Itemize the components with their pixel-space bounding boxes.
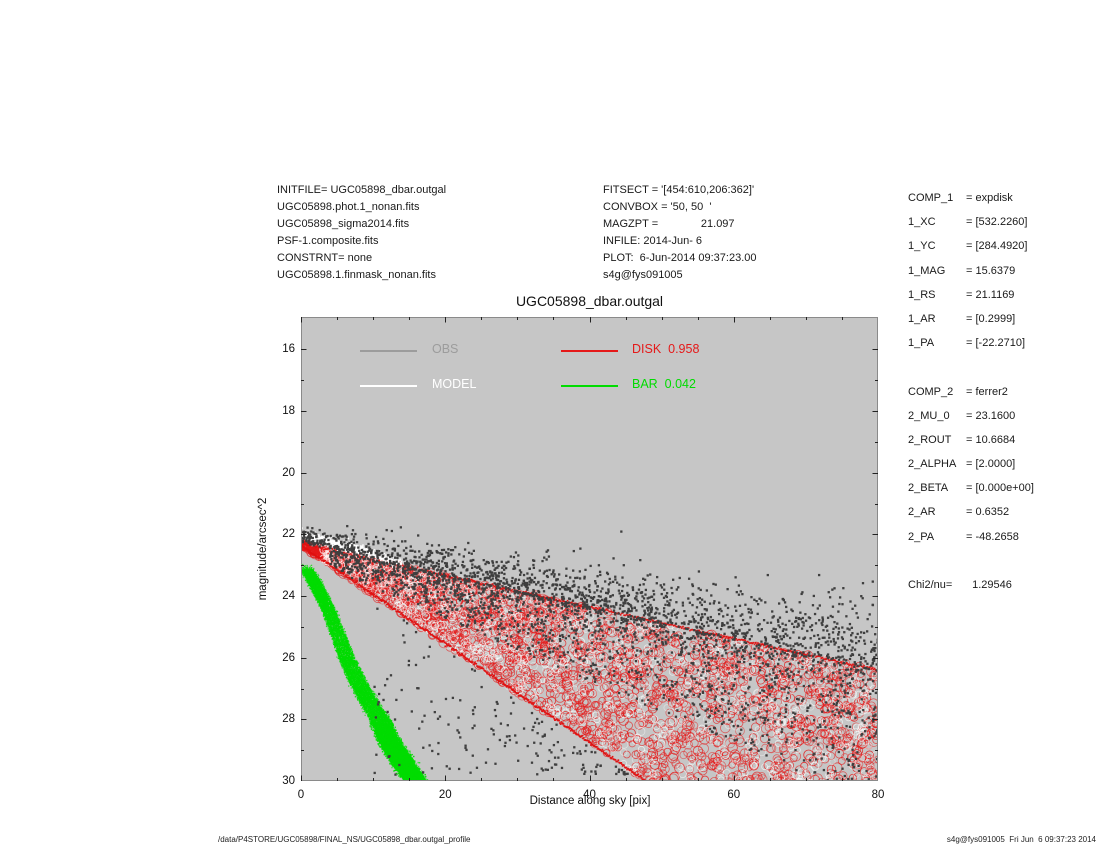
fit-param-value: = [532.2260] — [966, 216, 1028, 229]
fit-param-row: COMP_2 = ferrer2 — [908, 380, 1034, 404]
fit-param-row: 2_ROUT = 10.6684 — [908, 428, 1034, 452]
footer-path: /data/P4STORE/UGC05898/FINAL_NS/UGC05898… — [218, 835, 471, 844]
y-tick-label: 24 — [282, 590, 295, 603]
fit-param-label: COMP_1 — [908, 192, 954, 204]
fit-param-spacer — [908, 549, 1034, 573]
fit-param-value: = [-22.2710] — [966, 337, 1026, 350]
fit-param-row: Chi2/nu= 1.29546 — [908, 573, 1034, 597]
fit-param-row: 2_PA = -48.2658 — [908, 525, 1034, 549]
legend-label-model: MODEL — [432, 377, 477, 391]
file-info-line: UGC05898_sigma2014.fits — [277, 218, 410, 230]
y-tick-label: 22 — [282, 528, 295, 541]
fit-param-value: = ferrer2 — [966, 385, 1008, 398]
fit-param-label: 1_AR — [908, 312, 936, 325]
profile-plot-canvas — [301, 317, 878, 781]
fit-param-label: 2_MU_0 — [908, 409, 950, 422]
fit-param-value: = [2.0000] — [966, 458, 1016, 471]
fit-param-label: 2_BETA — [908, 482, 949, 495]
fit-param-label: 1_YC — [908, 240, 936, 253]
fit-param-value: = 10.6684 — [966, 433, 1016, 446]
file-info-block: INITFILE= UGC05898_dbar.outgal UGC05898.p… — [277, 182, 446, 284]
fit-param-row: 1_MAG = 15.6379 — [908, 259, 1034, 283]
y-tick-label: 26 — [282, 651, 295, 664]
file-info-line: UGC05898.phot.1_nonan.fits — [277, 201, 420, 213]
fit-param-value: = 15.6379 — [966, 264, 1016, 277]
legend-label-bar: BAR 0.042 — [632, 377, 696, 391]
fit-params-panel: COMP_1 = expdisk 1_XC = [532.2260] 1_YC = [28… — [908, 186, 1034, 597]
x-tick-label: 0 — [297, 789, 305, 801]
fit-info-line: MAGZPT = 21.097 — [603, 218, 735, 230]
fit-param-value: = [0.2999] — [966, 312, 1016, 325]
footer-user-timestamp: s4g@fys091005 Fri Jun 6 09:37:23 2014 — [946, 835, 1096, 844]
y-tick-label: 16 — [282, 343, 295, 356]
fit-param-label: 2_PA — [908, 530, 935, 543]
legend-label-obs: OBS — [432, 342, 459, 356]
fit-param-row: 1_XC = [532.2260] — [908, 210, 1034, 234]
fit-param-row: 1_AR = [0.2999] — [908, 307, 1034, 331]
fit-param-row: COMP_1 = expdisk — [908, 186, 1034, 210]
fit-param-value: = 23.1600 — [966, 409, 1016, 422]
fit-param-row: 2_AR = 0.6352 — [908, 500, 1034, 524]
fit-param-row: 2_MU_0 = 23.1600 — [908, 404, 1034, 428]
fit-param-value: = expdisk — [966, 192, 1013, 204]
fit-param-label: 2_AR — [908, 506, 936, 519]
legend-line-obs — [360, 350, 417, 352]
file-info-line: PSF-1.composite.fits — [277, 235, 379, 247]
x-tick-label: 40 — [583, 789, 596, 801]
fit-info-line: s4g@fys091005 — [603, 269, 683, 281]
fit-info-block: FITSECT = '[454:610,206:362]' CONVBOX = '… — [603, 182, 757, 284]
fit-param-label: 2_ROUT — [908, 433, 952, 446]
x-axis-title: Distance along sky [pix] — [529, 795, 651, 807]
fit-param-label: 1_RS — [908, 288, 936, 301]
fit-param-row: 1_PA = [-22.2710] — [908, 331, 1034, 355]
x-tick-label: 60 — [727, 789, 741, 801]
y-axis-title: magnitude/arcsec^2 — [257, 497, 269, 601]
fit-param-value: 1.29546 — [966, 579, 1012, 591]
fit-param-label: COMP_2 — [908, 385, 954, 398]
y-tick-label: 18 — [282, 405, 295, 418]
fit-info-line: INFILE: 2014-Jun- 6 — [603, 235, 703, 247]
file-info-line: UGC05898.1.finmask_nonan.fits — [277, 269, 436, 281]
fit-param-label: 2_ALPHA — [908, 458, 957, 471]
fit-param-row: 1_YC = [284.4920] — [908, 234, 1034, 258]
fit-info-line: PLOT: 6-Jun-2014 09:37:23.00 — [603, 252, 757, 264]
legend-label-disk: DISK 0.958 — [632, 342, 700, 356]
y-tick-label: 30 — [282, 775, 295, 787]
y-tick-label: 28 — [282, 713, 295, 726]
legend-line-model — [360, 385, 417, 387]
fit-param-label: 1_XC — [908, 216, 936, 229]
x-tick-label: 20 — [438, 789, 452, 801]
fit-param-value: = -48.2658 — [966, 530, 1019, 543]
fit-param-row: 1_RS = 21.1169 — [908, 283, 1034, 307]
y-tick-label: 20 — [282, 466, 295, 479]
file-info-line: INITFILE= UGC05898_dbar.outgal — [277, 184, 447, 196]
file-info-line: CONSTRNT= none — [277, 252, 373, 264]
fit-param-value: = 0.6352 — [966, 506, 1010, 519]
fit-info-line: CONVBOX = '50, 50 ' — [603, 201, 712, 213]
x-tick-label: 80 — [871, 789, 885, 801]
fit-param-row: 2_ALPHA = [2.0000] — [908, 452, 1034, 476]
plot-area — [301, 317, 878, 781]
fit-info-line: FITSECT = '[454:610,206:362]' — [603, 184, 755, 196]
fit-param-label: 1_MAG — [908, 264, 946, 277]
fit-param-value: = [284.4920] — [966, 240, 1028, 253]
legend-line-disk — [561, 350, 618, 352]
fit-param-spacer — [908, 355, 1034, 379]
plot-title: UGC05898_dbar.outgal — [515, 293, 664, 309]
legend-line-bar — [561, 385, 618, 387]
fit-param-value: = 21.1169 — [966, 288, 1015, 301]
fit-param-value: = [0.000e+00] — [966, 482, 1034, 495]
fit-param-row: 2_BETA = [0.000e+00] — [908, 476, 1034, 500]
fit-param-label: Chi2/nu= — [908, 579, 953, 591]
fit-param-label: 1_PA — [908, 337, 935, 350]
